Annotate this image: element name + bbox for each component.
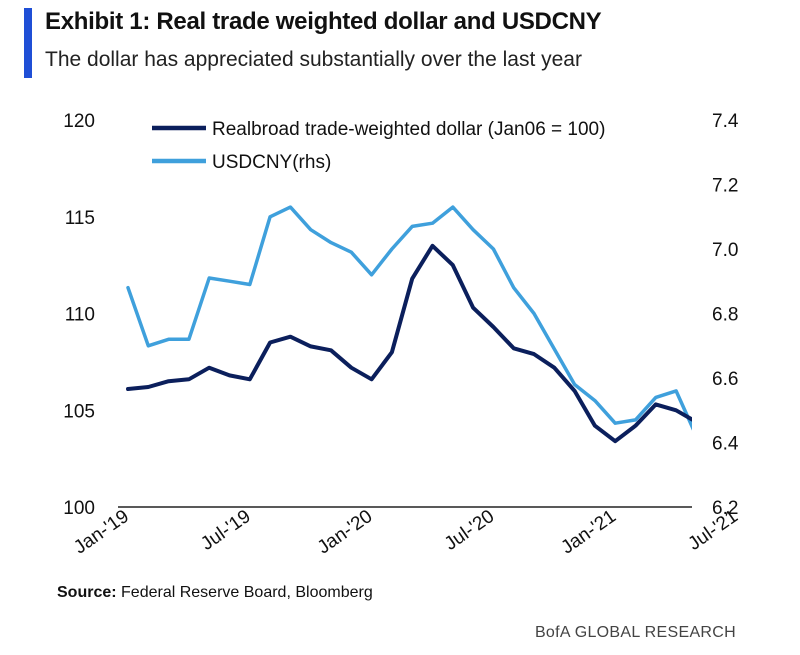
x-tick-label: Jan-'21 — [557, 506, 620, 559]
source-note: Source: Federal Reserve Board, Bloomberg — [57, 584, 373, 602]
y-left-tick-label: 120 — [63, 111, 95, 132]
y-right-tick-label: 6.6 — [712, 369, 738, 390]
line-chart: 100 105 110 115 120 6.2 6.4 6.6 6.8 7.0 7.2 7.4 Jan-… — [63, 111, 742, 559]
y-right-tick-label: 7.4 — [712, 111, 739, 132]
y-left-tick-label: 105 — [63, 401, 95, 422]
y-right-tick-label: 6.4 — [712, 434, 739, 455]
x-tick-label: Jul-'20 — [441, 506, 498, 555]
y-right-tick-label: 6.2 — [712, 498, 738, 519]
y-right-tick-label: 6.8 — [712, 305, 738, 326]
legend-label-dollar: Realbroad trade-weighted dollar (Jan06 =… — [212, 119, 605, 140]
y-left-tick-label: 110 — [65, 305, 95, 326]
x-tick-label: Jan-'20 — [314, 506, 377, 559]
title-accent-bar — [24, 8, 32, 78]
source-text: Federal Reserve Board, Bloomberg — [121, 584, 373, 601]
series-line-dollar — [126, 243, 692, 444]
y-right-tick-label: 7.0 — [712, 240, 738, 261]
source-label: Source: — [57, 584, 117, 601]
chart-title: Exhibit 1: Real trade weighted dollar an… — [45, 8, 602, 35]
brand-footer: BofA GLOBAL RESEARCH — [534, 624, 736, 641]
y-left-tick-label: 115 — [65, 208, 95, 229]
legend-label-usdcny: USDCNY(rhs) — [212, 152, 331, 173]
y-right-tick-label: 7.2 — [712, 176, 738, 197]
y-left-tick-label: 100 — [63, 498, 95, 519]
chart-subtitle: The dollar has appreciated substantially… — [45, 48, 582, 71]
series-line-usdcny — [126, 205, 692, 431]
x-tick-label: Jul-'19 — [197, 506, 254, 555]
